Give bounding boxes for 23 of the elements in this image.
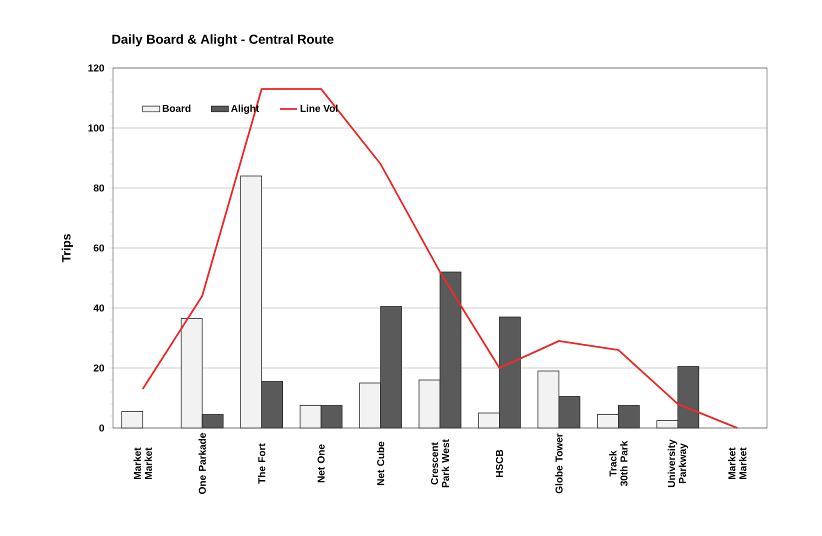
x-tick-label: Globe Tower: [555, 433, 563, 494]
y-tick-label: 120: [88, 64, 104, 72]
x-tick-label: The Fort: [258, 443, 266, 484]
chart-title: Daily Board & Alight - Central Route: [112, 34, 334, 46]
legend-label: Board: [162, 104, 190, 112]
line-series: [142, 88, 738, 429]
bar: [121, 411, 144, 428]
x-tick-label: University Parkway: [668, 439, 688, 488]
x-tick-label: Net Cube: [376, 442, 384, 486]
y-tick-label: 60: [94, 244, 104, 252]
x-tick-label: Track 30th Park: [609, 440, 628, 486]
y-tick-label: 40: [94, 304, 104, 312]
y-tick-label: 0: [99, 424, 104, 432]
y-tick-label: 80: [94, 184, 104, 192]
x-tick-label: HSCB: [496, 450, 503, 478]
y-axis-title: Trips: [62, 234, 73, 262]
x-tick-label: Market Market: [134, 448, 152, 479]
x-tick-label: Market Market: [728, 448, 746, 479]
x-tick-label: One Parkade: [198, 433, 206, 494]
y-tick-label: 100: [88, 124, 104, 132]
x-tick-label: Net One: [318, 444, 325, 482]
y-tick-label: 20: [94, 364, 104, 372]
x-tick-label: Crescent Park West: [430, 439, 450, 488]
